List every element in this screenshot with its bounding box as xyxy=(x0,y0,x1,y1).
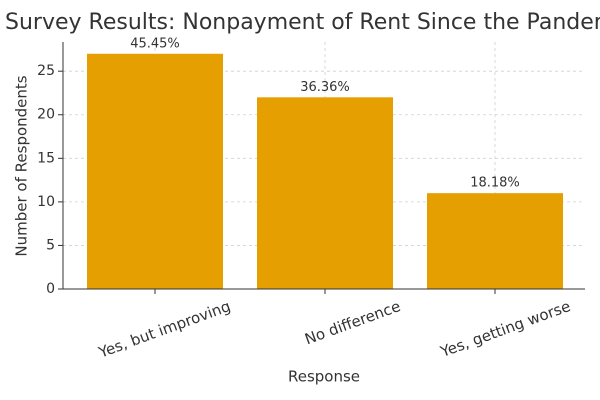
data-label: 36.36% xyxy=(300,80,350,95)
x-tick-label: Yes, but improving xyxy=(95,297,233,362)
y-axis-label: Number of Respondents xyxy=(13,75,31,256)
bar xyxy=(87,53,223,290)
chart-title: Survey Results: Nonpayment of Rent Since… xyxy=(5,10,600,35)
y-tick-label: 20 xyxy=(37,107,55,123)
x-tick-label: No difference xyxy=(302,297,403,348)
y-tick-label: 5 xyxy=(46,237,55,253)
bar xyxy=(427,193,563,289)
y-tick-label: 10 xyxy=(37,194,55,210)
y-tick-label: 15 xyxy=(37,150,55,166)
data-label: 45.45% xyxy=(130,36,180,51)
y-tick-label: 0 xyxy=(46,281,55,297)
x-axis-label: Response xyxy=(288,368,360,386)
y-tick-label: 25 xyxy=(37,63,55,79)
x-tick-label: Yes, getting worse xyxy=(437,297,573,361)
bar xyxy=(257,97,393,289)
data-label: 18.18% xyxy=(470,176,520,191)
